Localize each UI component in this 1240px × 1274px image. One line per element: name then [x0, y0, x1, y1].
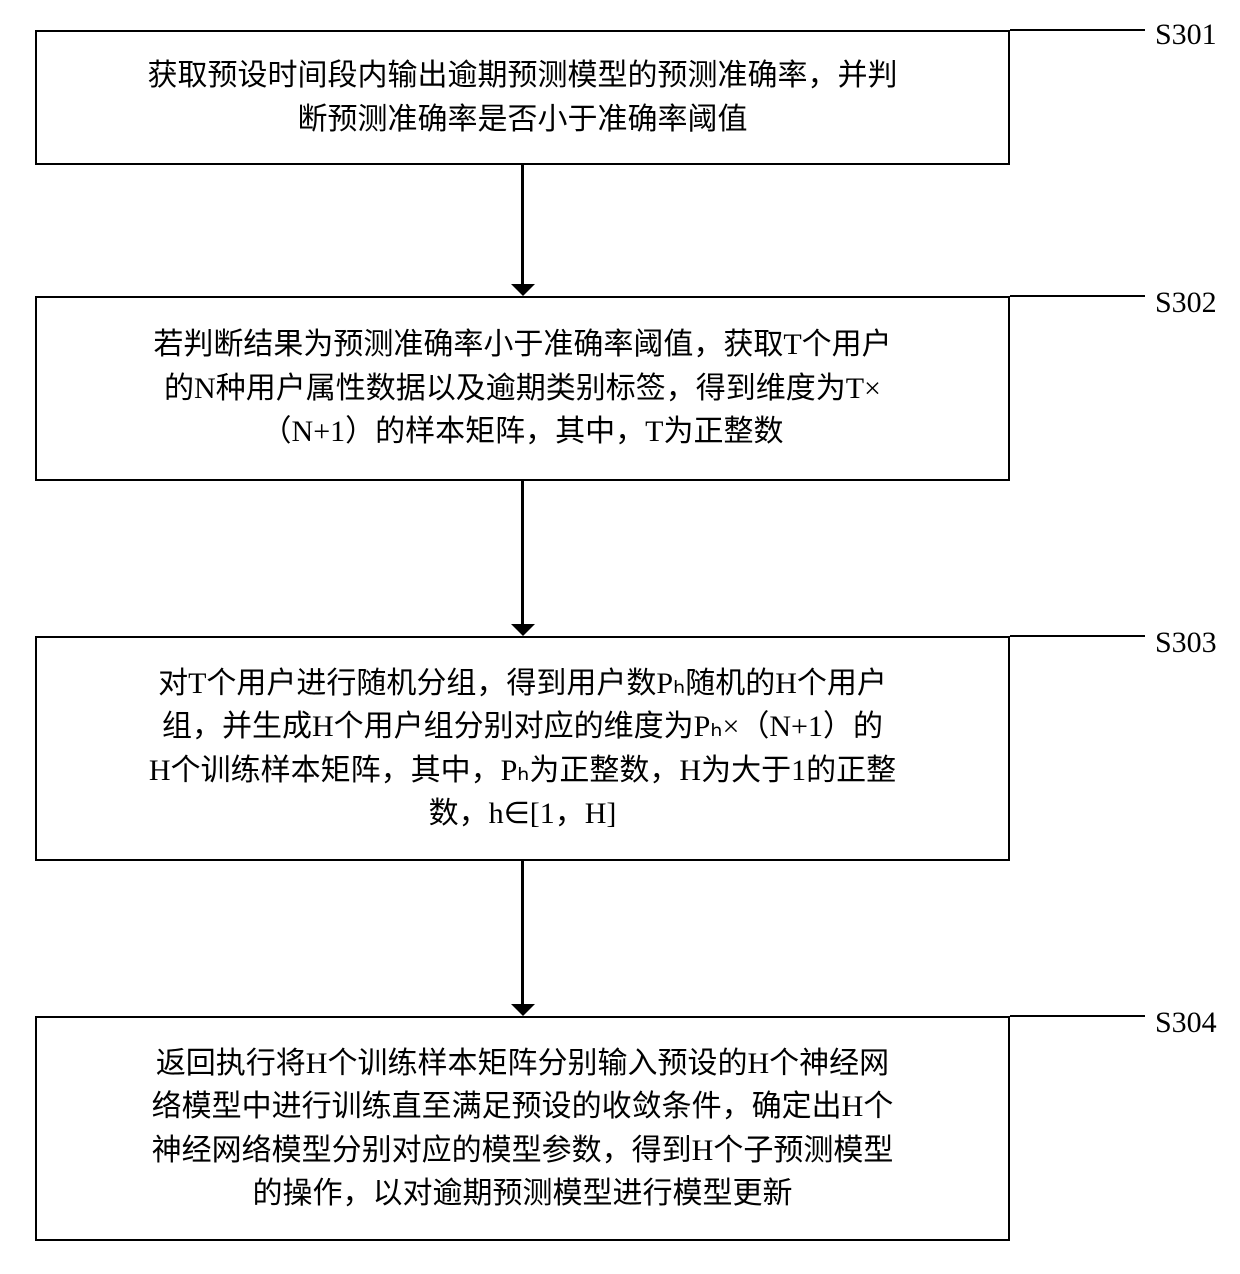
- leader-line: [1010, 635, 1145, 637]
- connector-line: [521, 861, 524, 1004]
- connector-line: [521, 165, 524, 284]
- flowchart-step-s302: 若判断结果为预测准确率小于准确率阈值，获取T个用户 的N种用户属性数据以及逾期类…: [35, 296, 1010, 481]
- leader-line: [1010, 29, 1145, 31]
- arrow-down-icon: [511, 624, 535, 636]
- step-label-s304: S304: [1155, 1006, 1217, 1040]
- step-label-s303: S303: [1155, 626, 1217, 660]
- flowchart-step-s304: 返回执行将H个训练样本矩阵分别输入预设的H个神经网 络模型中进行训练直至满足预设…: [35, 1016, 1010, 1241]
- step-text: 获取预设时间段内输出逾期预测模型的预测准确率，并判 断预测准确率是否小于准确率阈…: [148, 54, 898, 141]
- leader-line: [1010, 295, 1145, 297]
- flowchart-step-s301: 获取预设时间段内输出逾期预测模型的预测准确率，并判 断预测准确率是否小于准确率阈…: [35, 30, 1010, 165]
- step-text: 若判断结果为预测准确率小于准确率阈值，获取T个用户 的N种用户属性数据以及逾期类…: [153, 323, 891, 454]
- arrow-down-icon: [511, 1004, 535, 1016]
- step-label-s301: S301: [1155, 18, 1217, 52]
- connector-line: [521, 481, 524, 624]
- flowchart-canvas: 获取预设时间段内输出逾期预测模型的预测准确率，并判 断预测准确率是否小于准确率阈…: [0, 0, 1240, 1274]
- step-label-s302: S302: [1155, 286, 1217, 320]
- flowchart-step-s303: 对T个用户进行随机分组，得到用户数Pₕ随机的H个用户 组，并生成H个用户组分别对…: [35, 636, 1010, 861]
- step-text: 返回执行将H个训练样本矩阵分别输入预设的H个神经网 络模型中进行训练直至满足预设…: [152, 1042, 894, 1216]
- step-text: 对T个用户进行随机分组，得到用户数Pₕ随机的H个用户 组，并生成H个用户组分别对…: [149, 662, 896, 836]
- leader-line: [1010, 1015, 1145, 1017]
- arrow-down-icon: [511, 284, 535, 296]
